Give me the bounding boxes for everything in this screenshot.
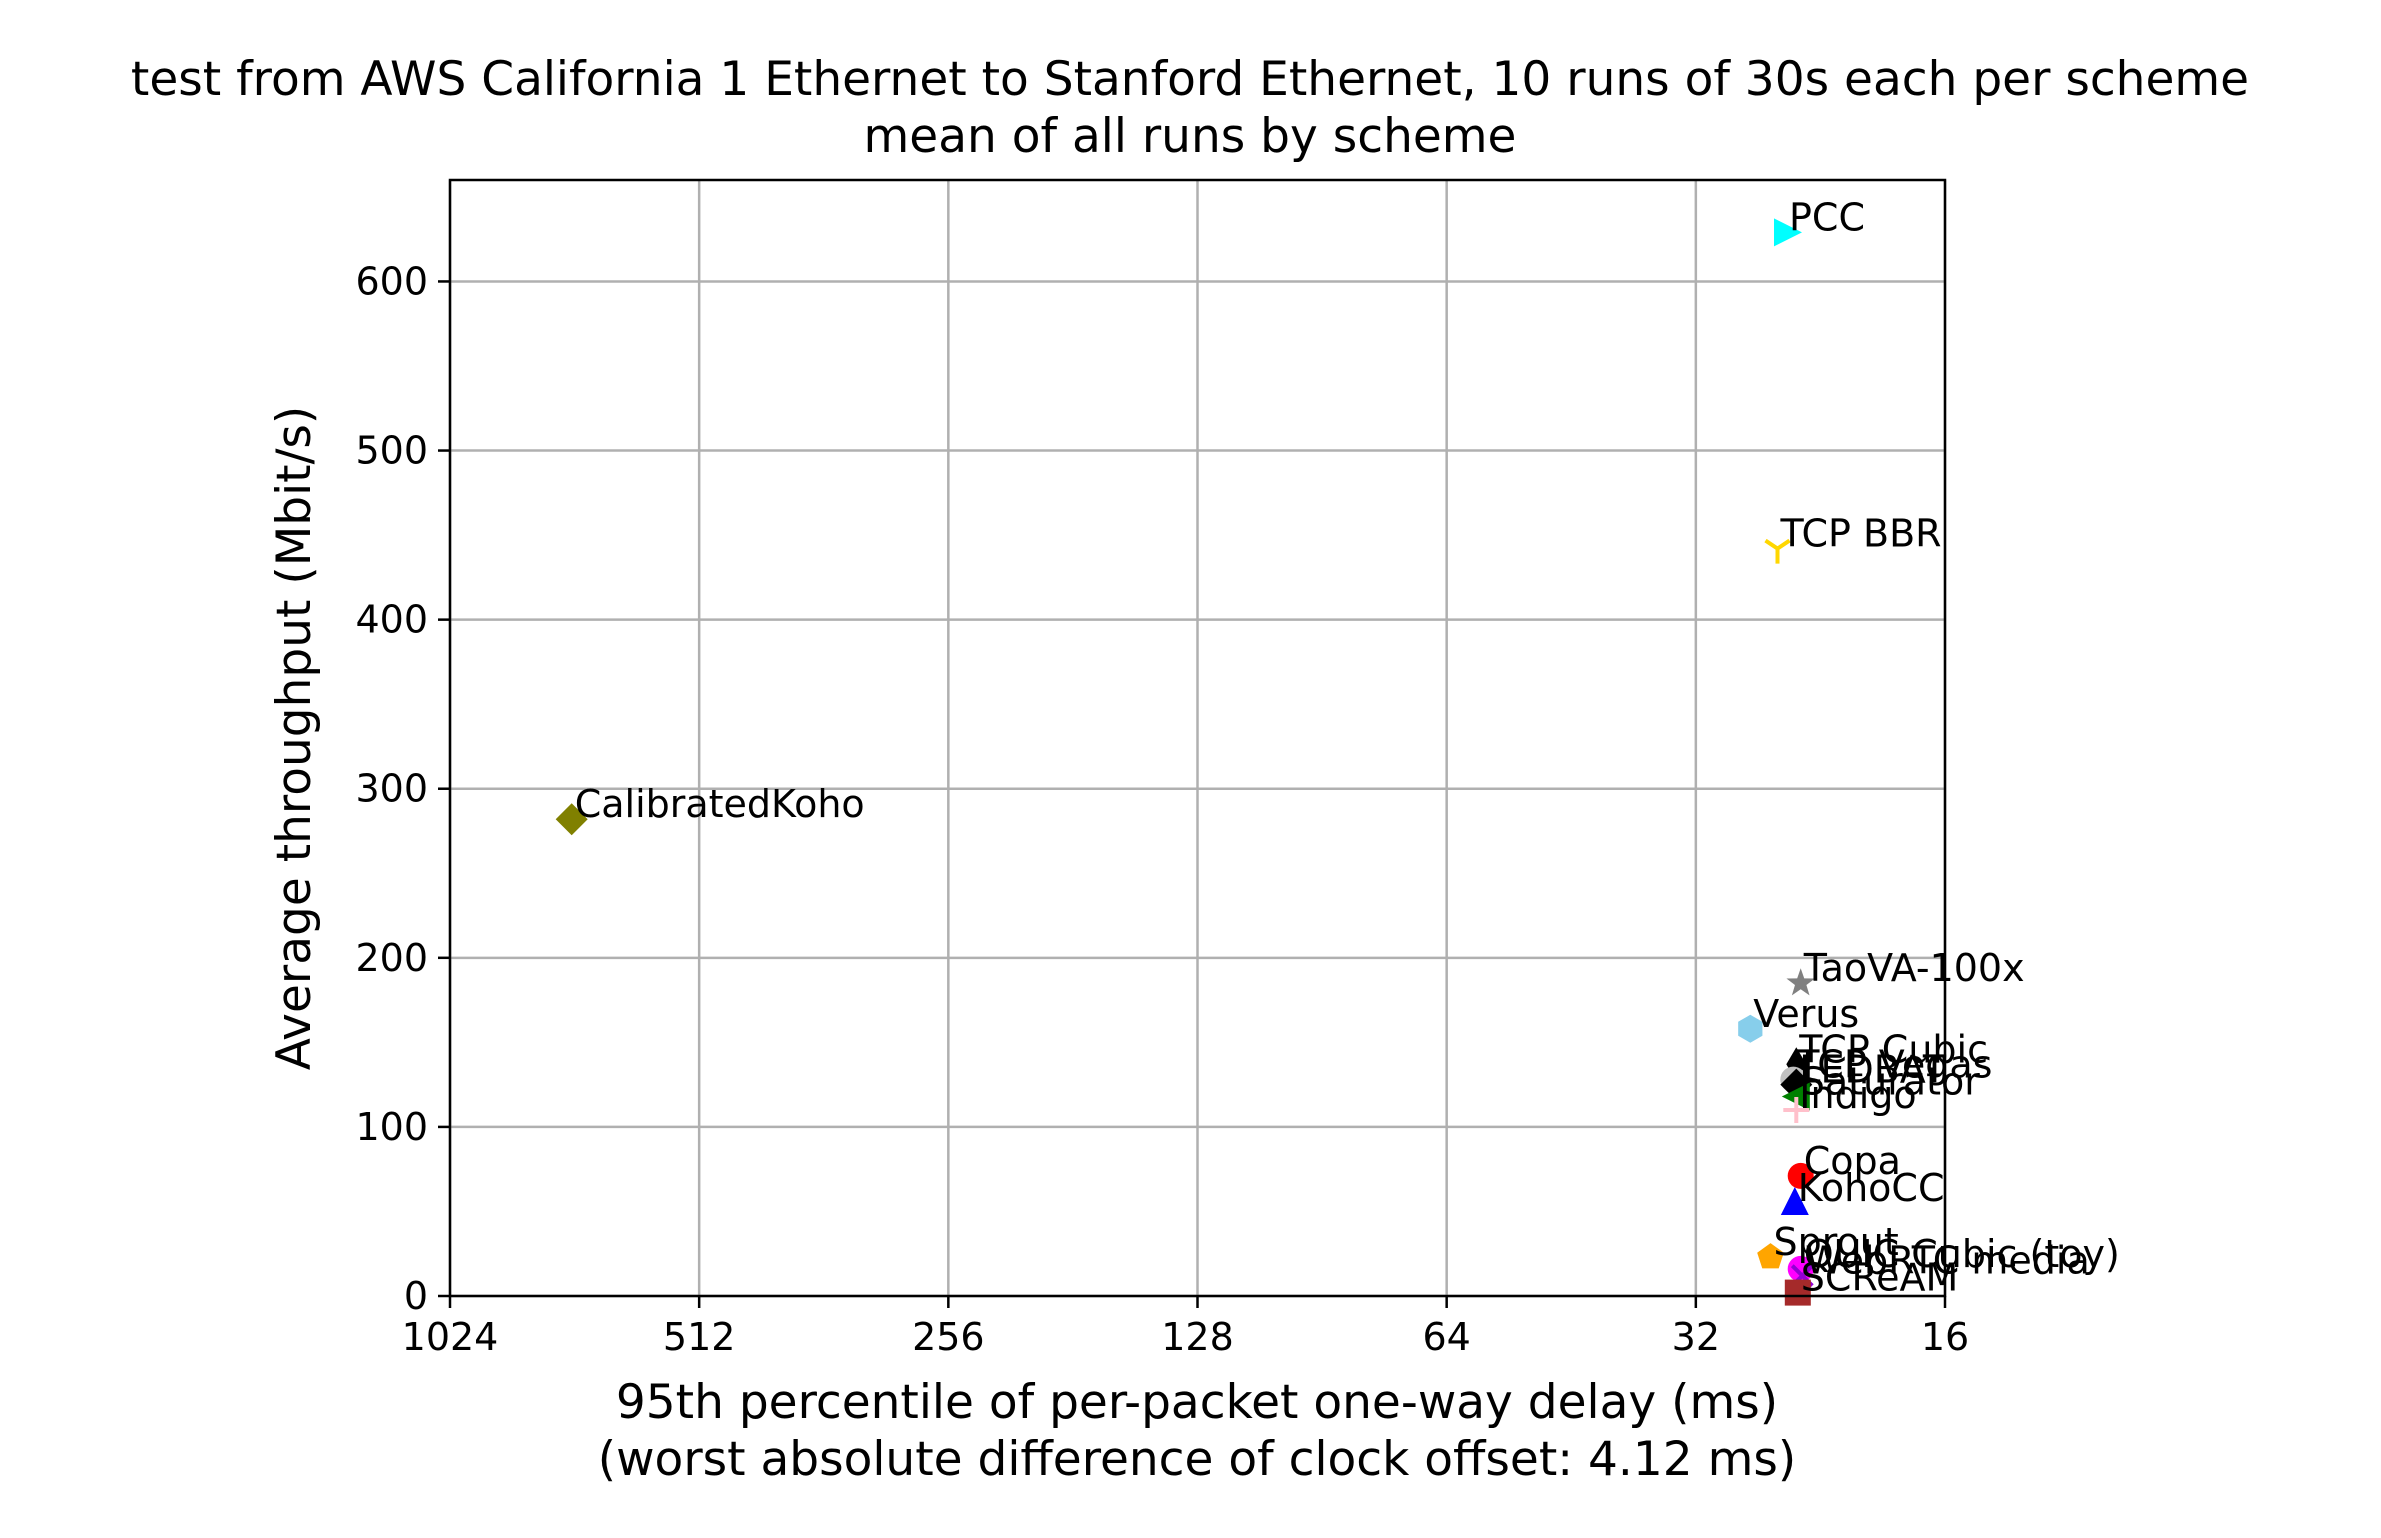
y-axis-label: Average throughput (Mbit/s) xyxy=(267,406,322,1070)
point-label: TCP Vegas xyxy=(1795,1043,1992,1087)
data-point xyxy=(1787,1162,1814,1189)
point-label: Copa xyxy=(1804,1139,1901,1183)
point-label: PCC xyxy=(1789,195,1865,239)
data-point xyxy=(1764,538,1791,564)
x-axis-note: (worst absolute difference of clock offs… xyxy=(598,1432,1796,1487)
data-points xyxy=(555,218,1815,1306)
point-label: KohoCC xyxy=(1798,1166,1945,1210)
x-tick-label: 16 xyxy=(1921,1315,1969,1359)
data-point xyxy=(1774,218,1802,247)
y-tick-label: 0 xyxy=(404,1274,428,1318)
y-tick-label: 100 xyxy=(355,1105,428,1149)
x-tick-label: 32 xyxy=(1672,1315,1720,1359)
y-tick-label: 400 xyxy=(355,598,428,642)
data-point xyxy=(1786,968,1815,996)
x-tick-label: 128 xyxy=(1161,1315,1234,1359)
point-label: CalibratedKoho xyxy=(575,782,865,826)
data-point xyxy=(1738,1014,1763,1043)
data-point xyxy=(1780,1187,1809,1215)
chart-subtitle: mean of all runs by scheme xyxy=(864,109,1517,164)
data-point xyxy=(1781,1082,1810,1111)
x-axis-label: 95th percentile of per-packet one-way de… xyxy=(616,1375,1778,1430)
point-label: TaoVA-100x xyxy=(1803,946,2025,990)
point-label: QUIC Cubic (toy) xyxy=(1804,1232,2120,1276)
data-point xyxy=(1783,1097,1810,1123)
x-tick-label: 256 xyxy=(912,1315,985,1359)
y-tick-label: 500 xyxy=(355,429,428,473)
grid-lines xyxy=(448,180,1947,1298)
point-label: Sprout xyxy=(1774,1220,1899,1264)
point-label: Saturator xyxy=(1801,1060,1980,1104)
point-label: Indigo xyxy=(1799,1073,1916,1117)
y-tick-label: 600 xyxy=(355,259,428,303)
point-label: TCP BBR xyxy=(1780,512,1942,556)
x-tick-label: 64 xyxy=(1422,1315,1470,1359)
x-tick-label: 1024 xyxy=(402,1315,499,1359)
data-point xyxy=(555,803,588,836)
chart-title: test from AWS California 1 Ethernet to S… xyxy=(131,52,2249,107)
y-tick-label: 300 xyxy=(355,767,428,811)
point-label: LEDBAT xyxy=(1799,1048,1947,1092)
axis-ticks: 1024 512 256 128 64 32 16 0 100 200 300 400 500 600 xyxy=(355,259,1969,1359)
point-label: WebRTC media xyxy=(1805,1239,2089,1283)
point-label: TCP Cubic xyxy=(1798,1027,1988,1071)
x-tick-label: 512 xyxy=(663,1315,736,1359)
plot-frame xyxy=(448,178,1947,1298)
data-point xyxy=(1787,1255,1814,1282)
point-label: Verus xyxy=(1753,992,1859,1036)
y-tick-label: 200 xyxy=(355,936,428,980)
data-point xyxy=(1784,1279,1811,1306)
point-label: SCReAM xyxy=(1801,1256,1959,1300)
data-point xyxy=(1757,1243,1784,1269)
